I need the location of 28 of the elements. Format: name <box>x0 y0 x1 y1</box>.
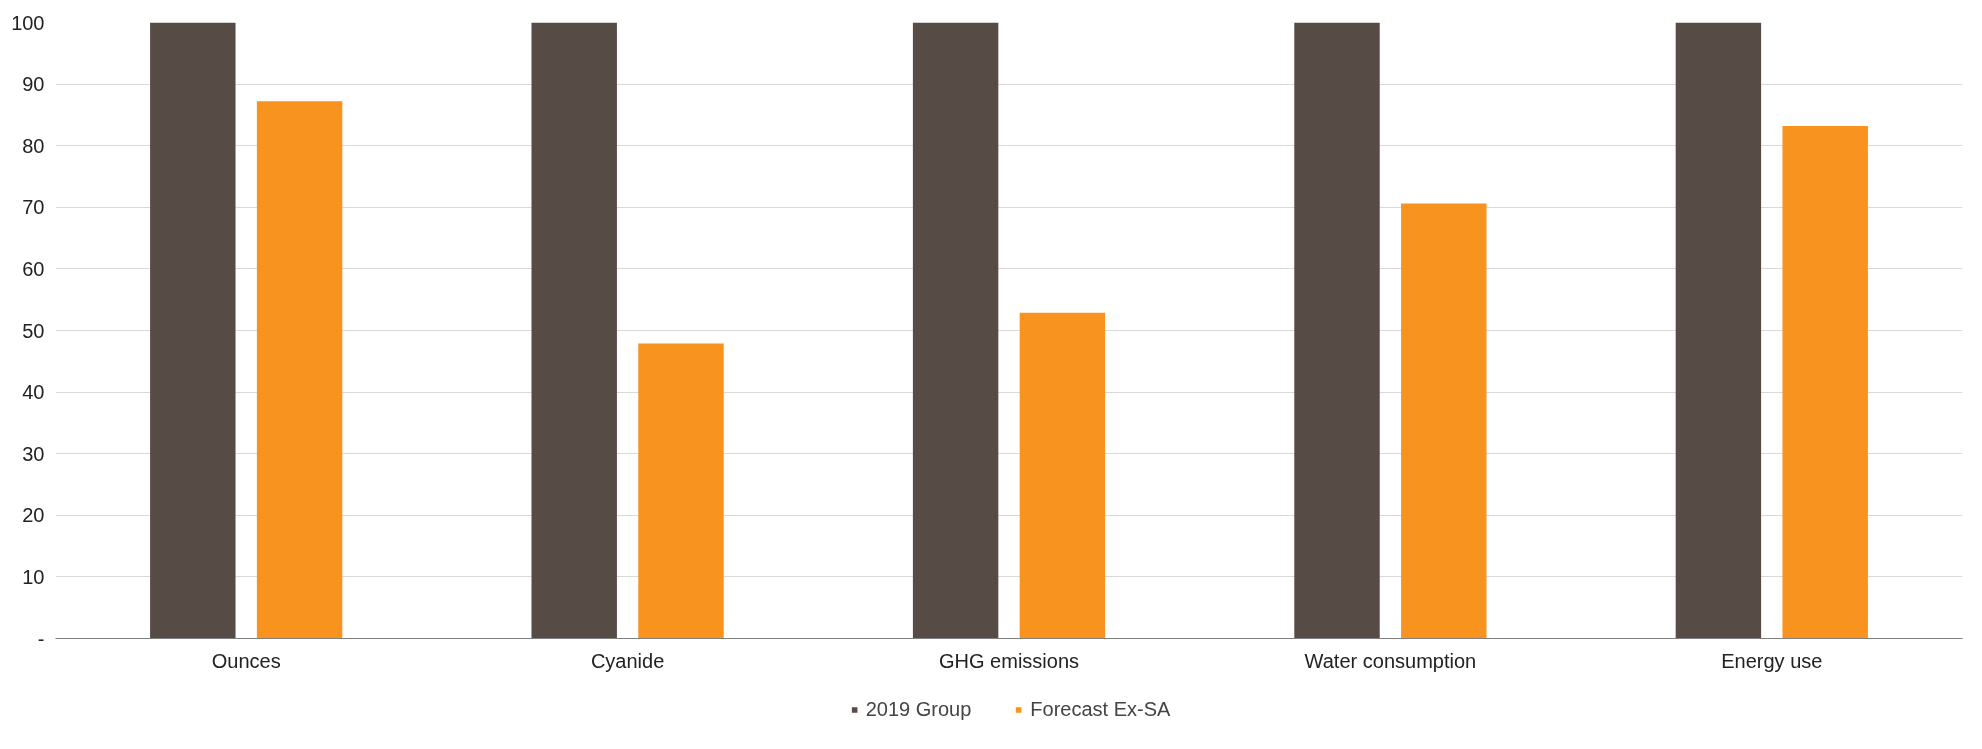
bar <box>1401 203 1487 639</box>
bar <box>1782 125 1868 639</box>
x-tick-label: Cyanide <box>590 649 665 672</box>
y-tick-label: 50 <box>22 319 45 342</box>
x-tick-label: Water consumption <box>1304 649 1477 672</box>
y-tick-label: 80 <box>22 134 45 157</box>
y-tick-label: 10 <box>22 565 45 588</box>
y-tick-label: 90 <box>22 73 45 96</box>
bar <box>1294 22 1380 639</box>
x-tick-label: GHG emissions <box>938 649 1080 672</box>
y-tick-label: 100 <box>11 11 45 34</box>
x-tick-label: Energy use <box>1721 649 1823 672</box>
y-tick-label: 70 <box>22 196 45 219</box>
legend-label: 2019 Group <box>865 697 972 721</box>
bar <box>531 22 617 639</box>
bar <box>638 343 724 639</box>
y-tick-label: 20 <box>22 504 45 527</box>
bar <box>912 22 999 639</box>
y-tick-label: 60 <box>22 257 45 280</box>
bar <box>150 22 236 639</box>
y-tick-label: 40 <box>22 381 45 404</box>
bar <box>1675 22 1762 639</box>
y-tick-label: - <box>37 627 45 650</box>
bar <box>1019 312 1106 639</box>
x-tick-label: Ounces <box>211 649 281 672</box>
legend-label: Forecast Ex-SA <box>1030 697 1171 721</box>
y-tick-label: 30 <box>22 442 45 465</box>
bar <box>256 101 343 639</box>
